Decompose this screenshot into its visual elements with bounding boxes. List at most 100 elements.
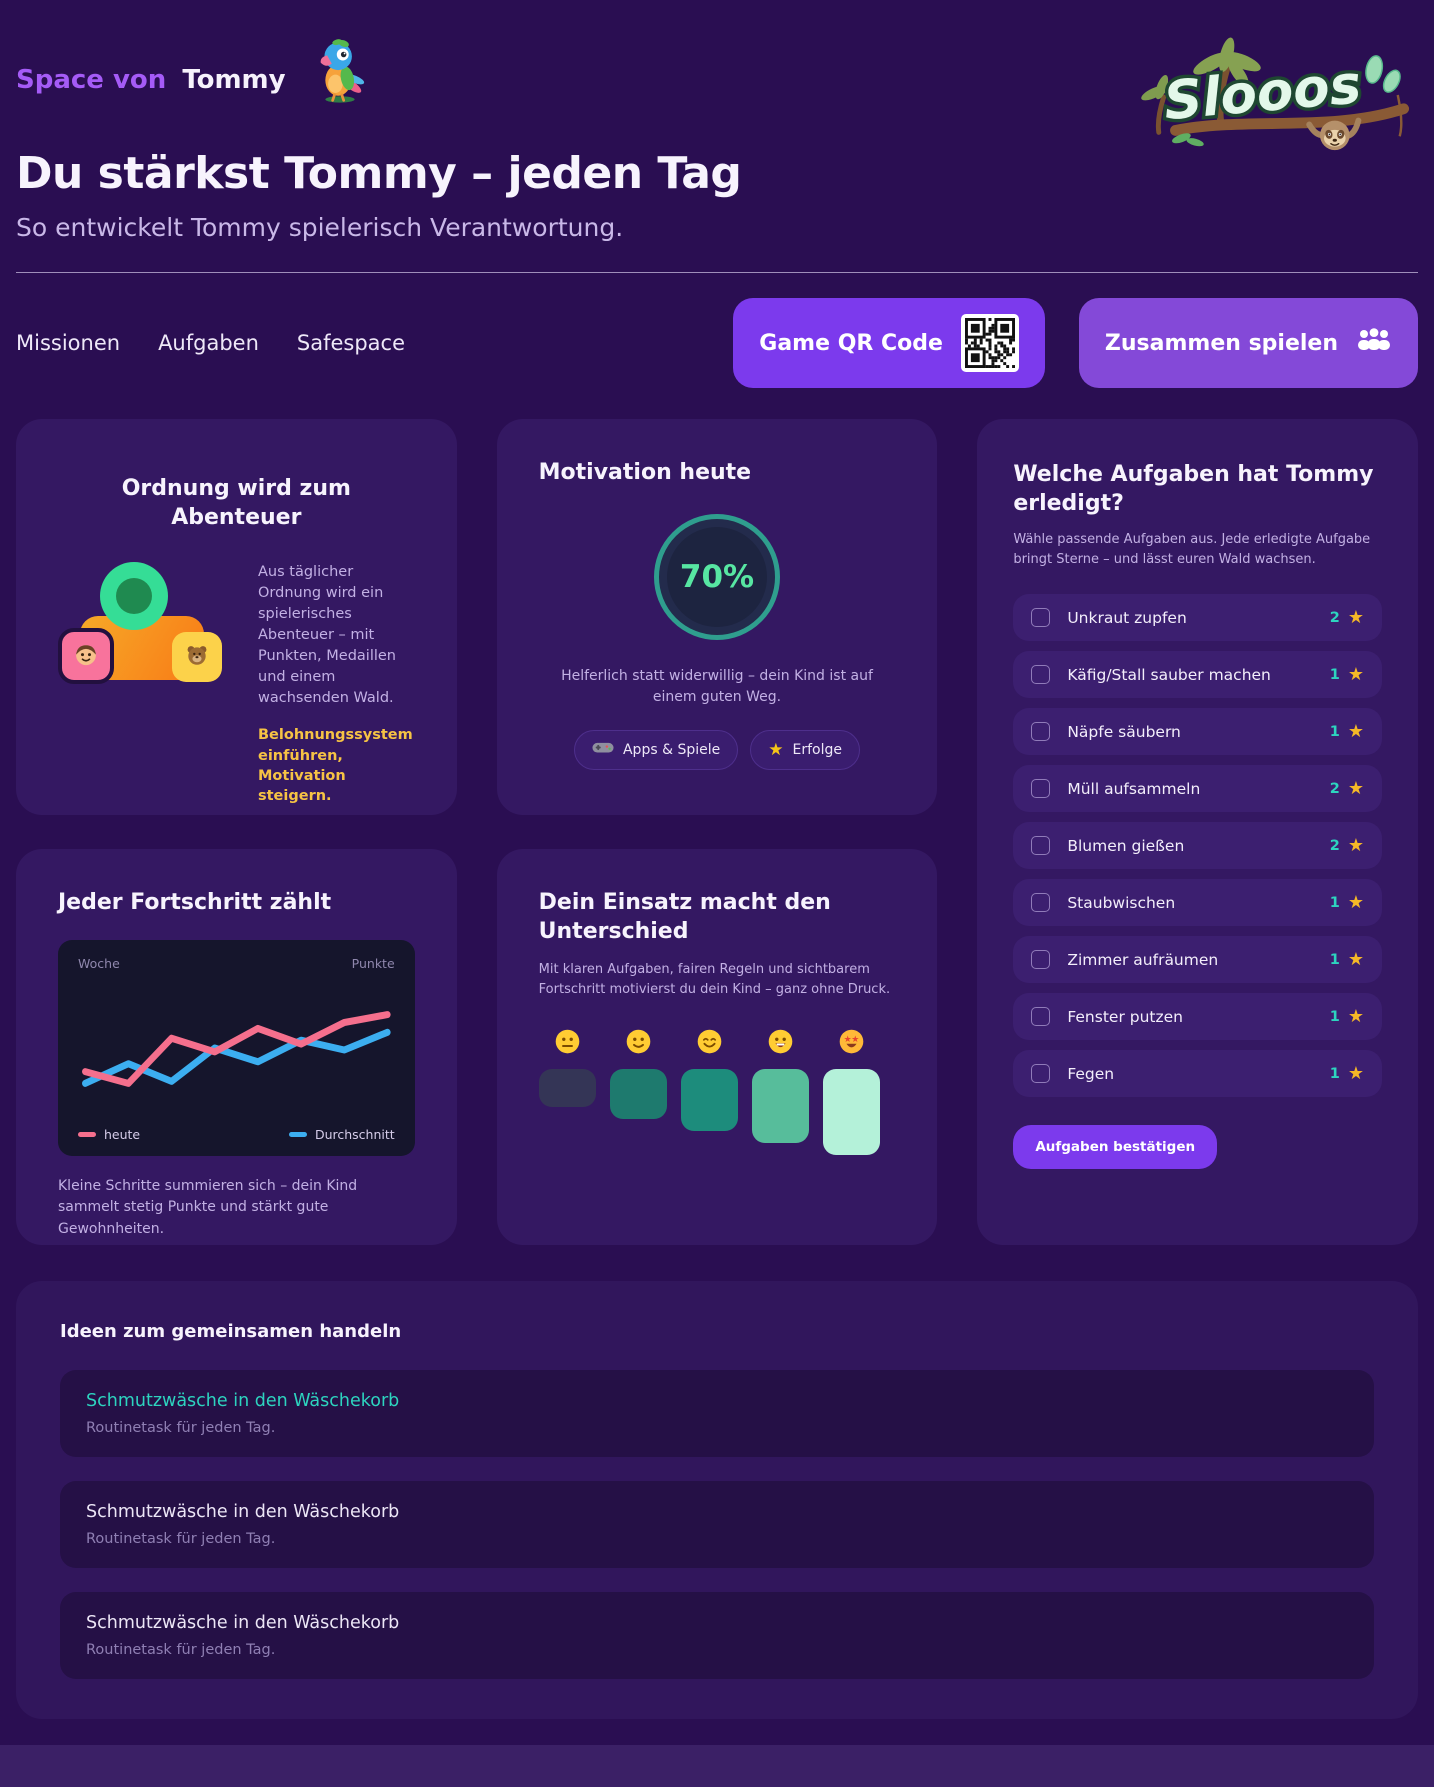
idea-subtitle: Routinetask für jeden Tag. (86, 1420, 276, 1436)
task-label: Fegen (1067, 1064, 1115, 1083)
task-row[interactable]: Käfig/Stall sauber machen 1 ★ (1013, 651, 1382, 699)
effort-card-subtitle: Mit klaren Aufgaben, fairen Regeln und s… (538, 962, 891, 998)
qr-code-icon (960, 314, 1019, 372)
task-reward: 2 ★ (1330, 835, 1364, 856)
task-reward: 1 ★ (1330, 664, 1364, 685)
task-checkbox[interactable] (1031, 836, 1051, 856)
chip-apps-spiele[interactable]: Apps & Spiele (573, 729, 739, 770)
star-icon: ★ (1347, 1063, 1364, 1085)
brand-space-label: Space von (16, 65, 167, 95)
mood-scale-bar (751, 1069, 809, 1144)
task-label: Müll aufsammeln (1067, 779, 1201, 798)
star-icon: ★ (1347, 664, 1364, 686)
task-label: Unkraut zupfen (1067, 608, 1187, 627)
chart-axis-label-week: Woche (78, 955, 120, 971)
kid-avatar-tile (58, 628, 114, 685)
task-checkbox[interactable] (1031, 950, 1051, 970)
ideas-section: Ideen zum gemeinsamen handeln Schmutzwäs… (16, 1281, 1418, 1719)
idea-title: Schmutzwäsche in den Wäschekorb (86, 1391, 400, 1411)
confirm-tasks-button[interactable]: Aufgaben bestätigen (1013, 1125, 1218, 1170)
motivation-percent-value: 70% (679, 558, 755, 595)
chart-legend: heute Durchschnitt (78, 1127, 395, 1142)
sloth-illustration (1306, 117, 1362, 151)
task-row[interactable]: Fegen 1 ★ (1013, 1050, 1382, 1098)
legend-label-heute: heute (104, 1126, 141, 1142)
task-reward: 1 ★ (1330, 721, 1364, 742)
star-icon: ★ (1347, 835, 1364, 857)
progress-card: Jeder Fortschritt zählt Woche Punkte heu… (16, 849, 457, 1245)
mood-scale-step (751, 1028, 809, 1144)
mood-scale-bar (538, 1069, 596, 1108)
task-row[interactable]: Näpfe säubern 1 ★ (1013, 708, 1382, 756)
idea-title: Schmutzwäsche in den Wäschekorb (86, 1502, 400, 1522)
legend-label-durchschnitt: Durchschnitt (314, 1126, 395, 1142)
star-struck-face-icon: ★ ★ (838, 1028, 865, 1059)
brand-child-name: Tommy (182, 65, 286, 95)
task-row[interactable]: Zimmer aufräumen 1 ★ (1013, 936, 1382, 984)
svg-text:★: ★ (843, 1036, 851, 1046)
task-star-count: 2 (1329, 837, 1340, 854)
idea-subtitle: Routinetask für jeden Tag. (86, 1531, 276, 1547)
task-star-count: 1 (1329, 1008, 1340, 1025)
chart-line-durchschnitt (82, 1028, 391, 1087)
task-star-count: 1 (1329, 894, 1340, 911)
star-icon: ★ (1347, 949, 1364, 971)
task-checkbox[interactable] (1031, 1007, 1051, 1027)
task-checkbox[interactable] (1031, 608, 1051, 628)
task-row[interactable]: Fenster putzen 1 ★ (1013, 993, 1382, 1041)
mood-scale-step (680, 1028, 738, 1132)
slooos-logo: Slooos (1114, 36, 1414, 154)
task-checkbox[interactable] (1031, 893, 1051, 913)
star-icon: ★ (1347, 607, 1364, 629)
idea-subtitle: Routinetask für jeden Tag. (86, 1642, 276, 1658)
nav-bar: Missionen Aufgaben Safespace Game QR Cod… (16, 297, 1418, 389)
footer-bar (0, 1745, 1434, 1787)
legend-dash-blue (288, 1131, 307, 1137)
task-reward: 1 ★ (1330, 1063, 1364, 1084)
play-together-button[interactable]: Zusammen spielen (1078, 298, 1418, 388)
task-checkbox[interactable] (1031, 665, 1051, 685)
nav-item-aufgaben[interactable]: Aufgaben (158, 331, 259, 355)
task-reward: 1 ★ (1330, 892, 1364, 913)
people-group-icon (1356, 328, 1392, 358)
task-label: Näpfe säubern (1067, 722, 1181, 741)
mood-scale-step (609, 1028, 667, 1120)
nav-item-missionen[interactable]: Missionen (16, 331, 121, 355)
chip-erfolge[interactable]: ★ Erfolge (750, 729, 860, 770)
idea-row[interactable]: Schmutzwäsche in den Wäschekorb Routineta… (60, 1592, 1374, 1679)
boy-face-icon (72, 640, 100, 672)
neutral-face-icon (554, 1028, 581, 1059)
star-icon: ★ (1347, 721, 1364, 743)
task-checkbox[interactable] (1031, 779, 1051, 799)
legend-dash-pink (78, 1131, 96, 1137)
adventure-card: Ordnung wird zum Abenteuer (16, 419, 457, 815)
idea-row[interactable]: Schmutzwäsche in den Wäschekorb Routineta… (60, 1481, 1374, 1568)
mood-scale-bar (609, 1069, 667, 1120)
idea-row[interactable]: Schmutzwäsche in den Wäschekorb Routineta… (60, 1370, 1374, 1457)
progress-chart-svg (82, 1010, 391, 1087)
tasks-card-title: Welche Aufgaben hat Tommy erledigt? (1013, 462, 1374, 516)
chip-label: Apps & Spiele (622, 741, 721, 758)
task-reward: 1 ★ (1330, 949, 1364, 970)
mood-scale: ★ ★ (538, 1028, 896, 1156)
motivation-gauge: 70% (653, 513, 780, 640)
task-label: Fenster putzen (1067, 1007, 1183, 1026)
idea-title: Schmutzwäsche in den Wäschekorb (86, 1613, 400, 1633)
task-checkbox[interactable] (1031, 722, 1051, 742)
task-star-count: 2 (1329, 609, 1340, 626)
task-label: Zimmer aufräumen (1067, 950, 1219, 969)
task-checkbox[interactable] (1031, 1064, 1051, 1084)
task-row[interactable]: Blumen gießen 2 ★ (1013, 822, 1382, 870)
task-star-count: 1 (1329, 666, 1340, 683)
adventure-card-title: Ordnung wird zum Abenteuer (121, 476, 351, 530)
task-row[interactable]: Müll aufsammeln 2 ★ (1013, 765, 1382, 813)
game-qr-code-button[interactable]: Game QR Code (733, 298, 1045, 388)
motivation-card-title: Motivation heute (538, 460, 752, 485)
nav-item-safespace[interactable]: Safespace (296, 331, 406, 355)
task-reward: 1 ★ (1330, 1006, 1364, 1027)
task-label: Staubwischen (1067, 893, 1176, 912)
main-grid: Ordnung wird zum Abenteuer (16, 419, 1418, 1245)
motivation-card: Motivation heute 70% Helferlich statt wi… (496, 419, 938, 815)
task-row[interactable]: Staubwischen 1 ★ (1013, 879, 1382, 927)
task-row[interactable]: Unkraut zupfen 2 ★ (1013, 594, 1382, 642)
